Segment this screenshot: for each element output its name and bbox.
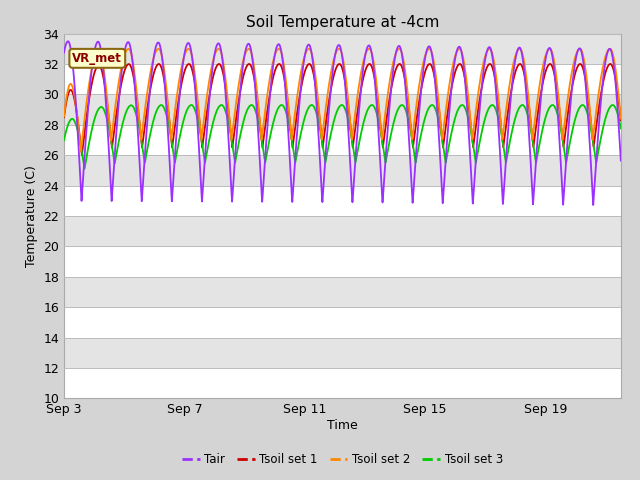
Bar: [64, 368, 621, 398]
Bar: [64, 34, 621, 64]
Legend: Tair, Tsoil set 1, Tsoil set 2, Tsoil set 3: Tair, Tsoil set 1, Tsoil set 2, Tsoil se…: [177, 448, 508, 470]
Bar: [64, 64, 621, 95]
Bar: [64, 125, 621, 155]
Bar: [64, 337, 621, 368]
Bar: [64, 216, 621, 246]
Bar: [64, 246, 621, 277]
Bar: [64, 307, 621, 337]
X-axis label: Time: Time: [327, 419, 358, 432]
Bar: [64, 95, 621, 125]
Bar: [64, 155, 621, 186]
Bar: [64, 186, 621, 216]
Title: Soil Temperature at -4cm: Soil Temperature at -4cm: [246, 15, 439, 30]
Y-axis label: Temperature (C): Temperature (C): [25, 165, 38, 267]
Bar: [64, 277, 621, 307]
Text: VR_met: VR_met: [72, 52, 122, 65]
